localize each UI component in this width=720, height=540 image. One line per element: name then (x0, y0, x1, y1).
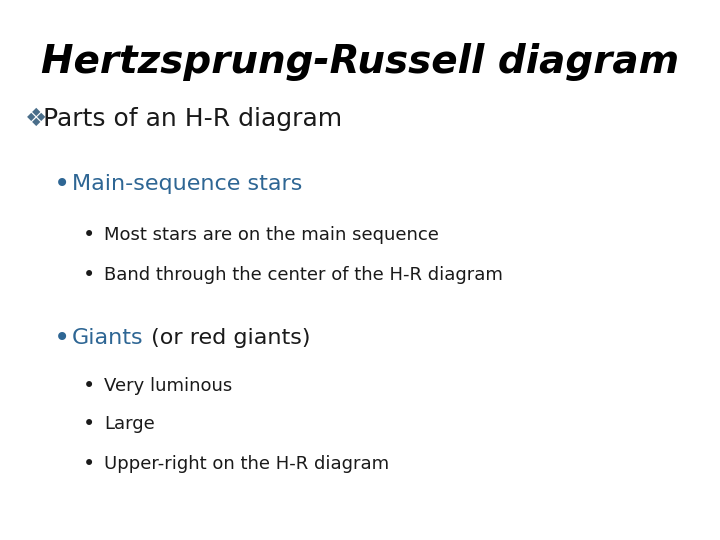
Text: •: • (83, 414, 95, 434)
Text: •: • (54, 170, 71, 198)
Text: Giants: Giants (72, 327, 143, 348)
Text: Very luminous: Very luminous (104, 377, 233, 395)
Text: Upper-right on the H-R diagram: Upper-right on the H-R diagram (104, 455, 390, 474)
Text: •: • (83, 225, 95, 245)
Text: •: • (83, 376, 95, 396)
Text: (or red giants): (or red giants) (143, 327, 310, 348)
Text: Band through the center of the H-R diagram: Band through the center of the H-R diagr… (104, 266, 503, 285)
Text: •: • (83, 265, 95, 286)
Text: •: • (54, 323, 71, 352)
Text: ❖: ❖ (25, 107, 48, 131)
Text: Main-sequence stars: Main-sequence stars (72, 173, 302, 194)
Text: Parts of an H-R diagram: Parts of an H-R diagram (43, 107, 342, 131)
Text: •: • (83, 454, 95, 475)
Text: Large: Large (104, 415, 155, 433)
Text: Most stars are on the main sequence: Most stars are on the main sequence (104, 226, 439, 244)
Text: Hertzsprung-Russell diagram: Hertzsprung-Russell diagram (41, 43, 679, 81)
